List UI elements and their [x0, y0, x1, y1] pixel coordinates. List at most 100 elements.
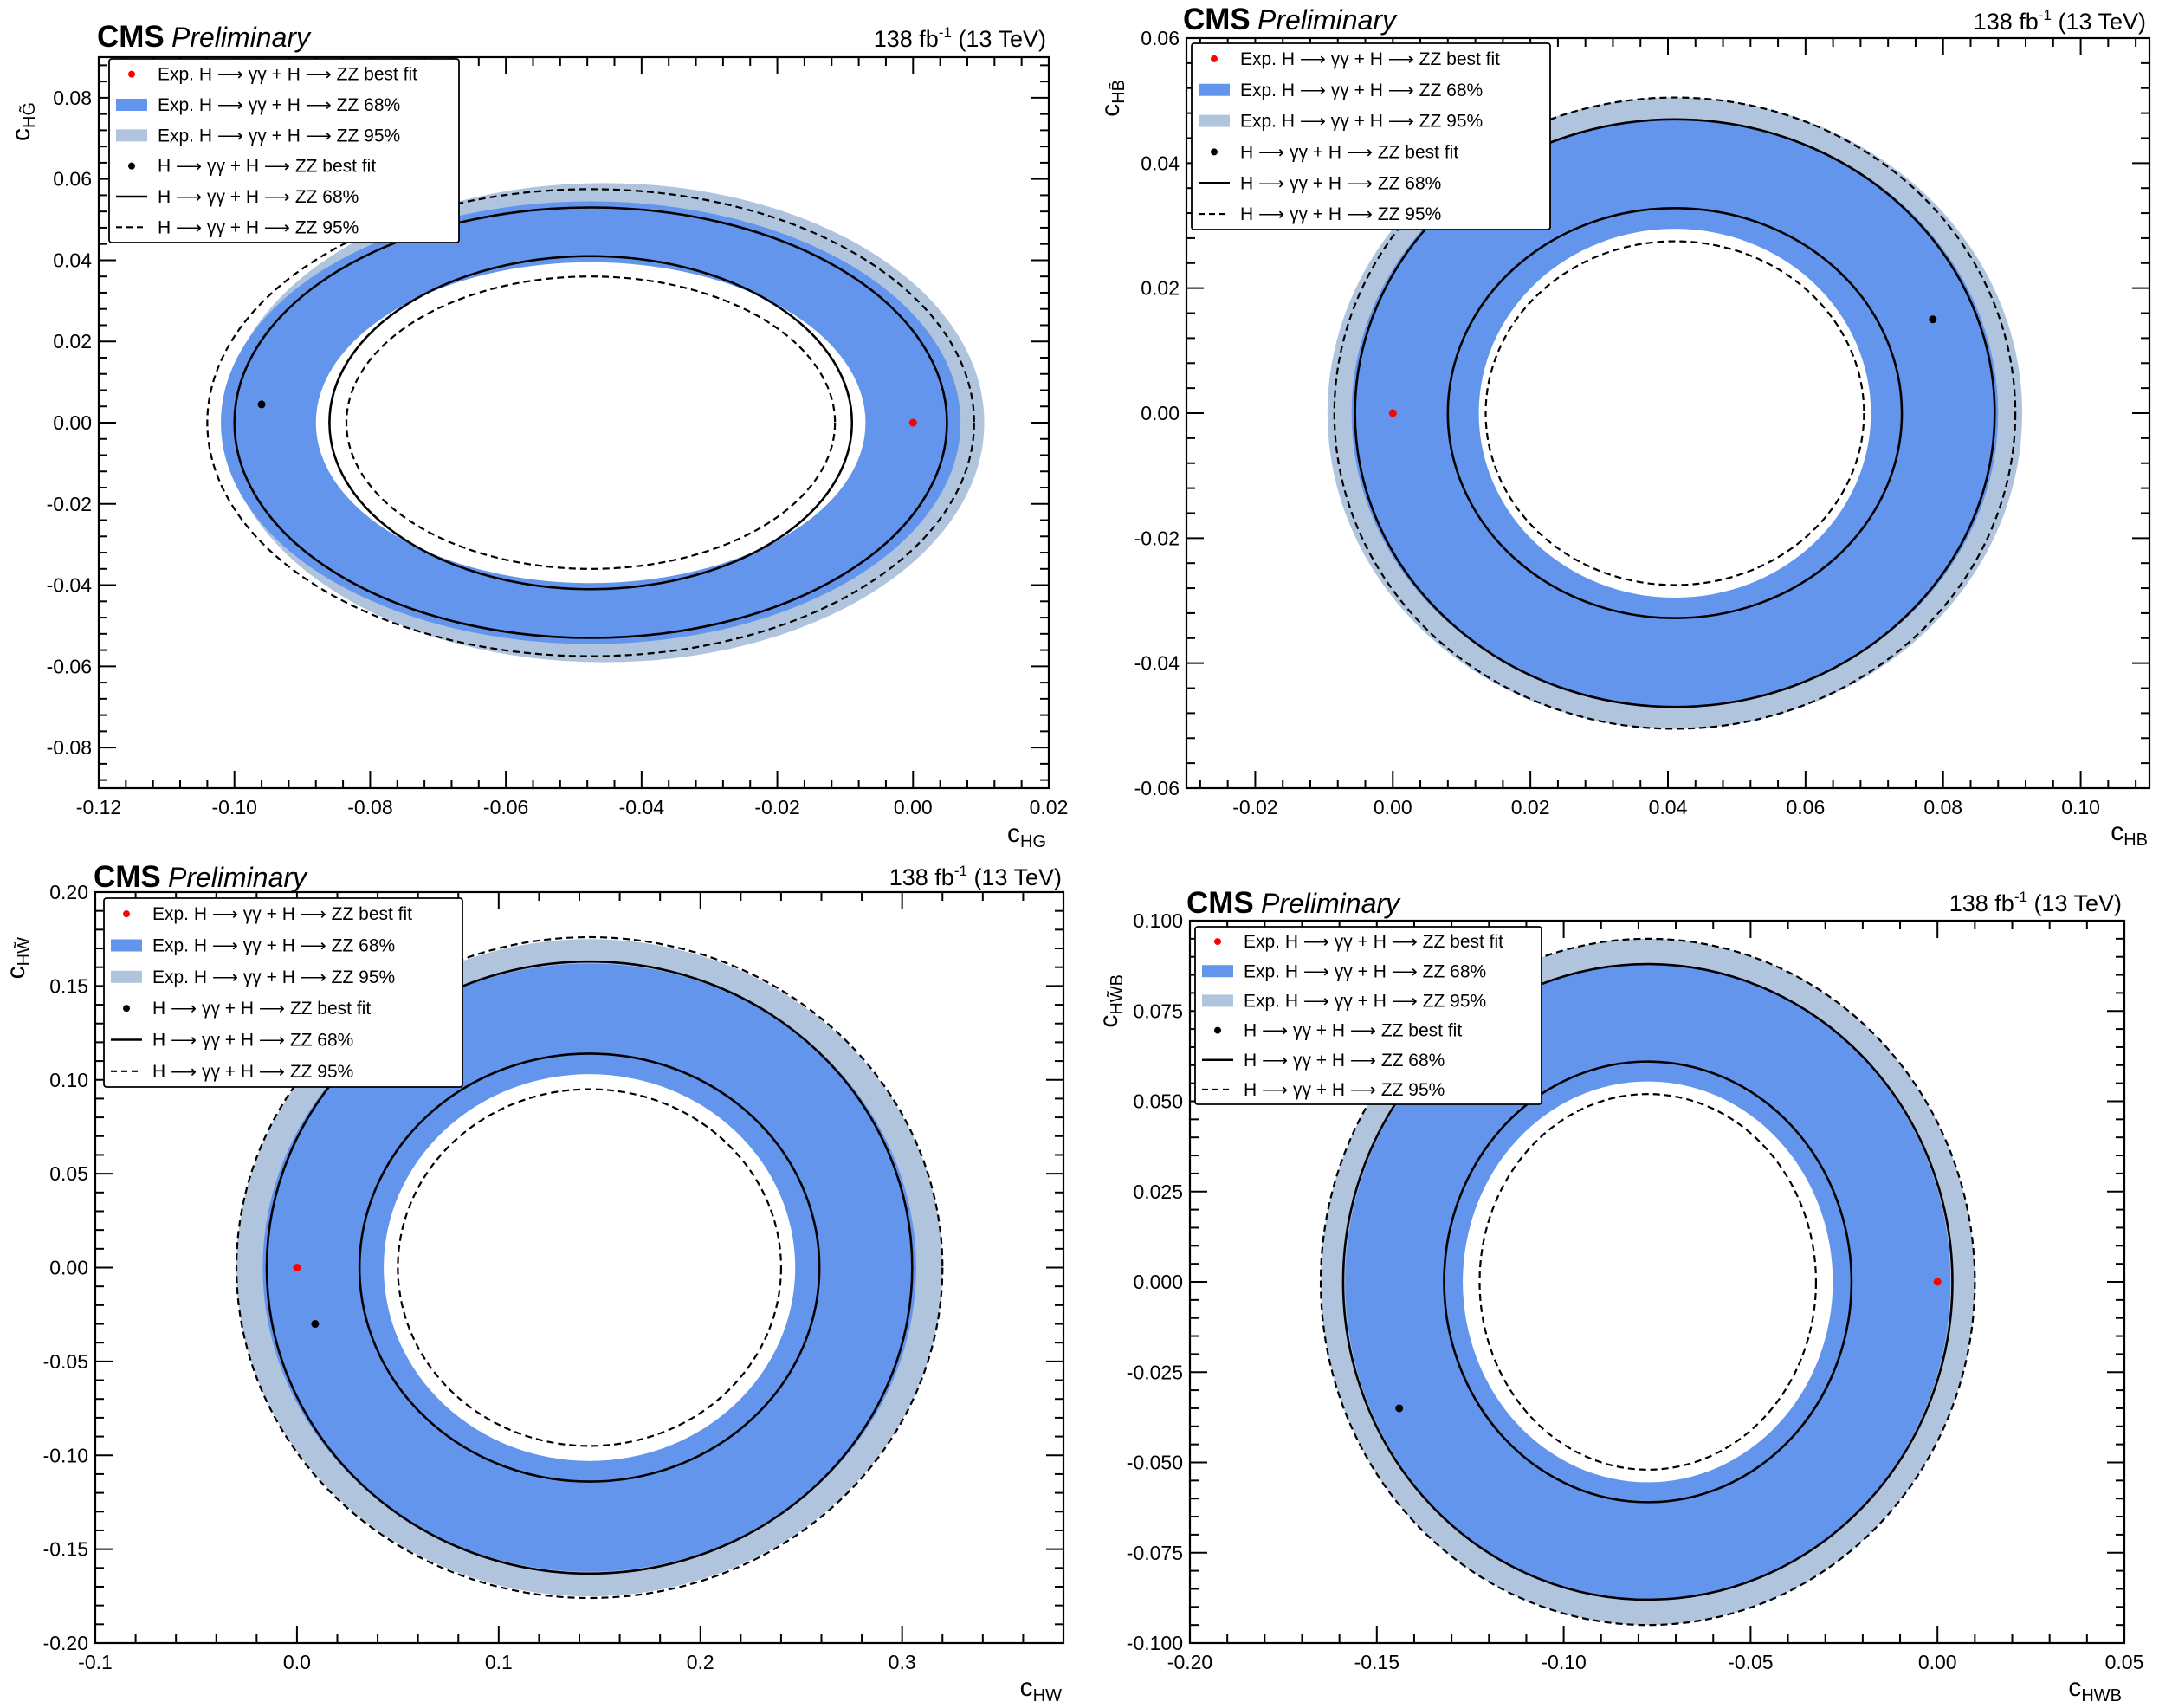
y-tick-label: 0.04	[1141, 152, 1180, 174]
y-tick-label: 0.000	[1133, 1271, 1183, 1293]
x-tick-label: -0.10	[211, 796, 256, 818]
cms-header: CMS Preliminary 138 fb-1 (13 TeV)	[97, 20, 1046, 54]
y-tick-label: -0.075	[1127, 1542, 1183, 1564]
panel-4: -0.20 -0.15 -0.10 -0.05 0.00 0.05 -0.100 -0.075…	[1095, 886, 2143, 1705]
legend-item: H ⟶ γγ + H ⟶ ZZ 95%	[1202, 1080, 1445, 1100]
y-tick-label: -0.20	[43, 1632, 88, 1654]
legend-item: Exp. H ⟶ γγ + H ⟶ ZZ best fit	[128, 65, 417, 85]
y-tick-label: -0.02	[47, 493, 92, 515]
x-tick-label: 0.2	[687, 1651, 714, 1673]
obs-95-outer-contour	[235, 935, 944, 1600]
y-tick-label: -0.100	[1127, 1632, 1183, 1654]
panel-2: -0.02 0.00 0.02 0.04 0.06 0.08 0.10 -0.06 -0.04 -…	[1096, 3, 2151, 850]
legend-item: H ⟶ γγ + H ⟶ ZZ 68%	[111, 1031, 353, 1051]
x-tick-label: 0.0	[283, 1651, 311, 1673]
cms-header: CMS Preliminary 138 fb-1 (13 TeV)	[94, 860, 1062, 894]
x-tick-label: 0.05	[2105, 1651, 2144, 1673]
y-tick-label: -0.04	[1134, 652, 1180, 675]
legend-label: Exp. H ⟶ γγ + H ⟶ ZZ best fit	[152, 904, 412, 924]
y-tick-label: -0.08	[47, 736, 92, 759]
x-tick-label: 0.00	[1374, 796, 1412, 818]
y-tick-label: 0.20	[49, 881, 88, 903]
legend-label: Exp. H ⟶ γγ + H ⟶ ZZ 95%	[152, 967, 395, 987]
y-axis-label: cHB̃	[1096, 80, 1128, 117]
luminosity-label: 138 fb-1 (13 TeV)	[889, 863, 1062, 890]
legend-label: Exp. H ⟶ γγ + H ⟶ ZZ 68%	[152, 936, 395, 956]
x-tick-label: -0.05	[1728, 1651, 1773, 1673]
legend-swatch-exp-95	[1199, 114, 1230, 127]
obs-95-outer-contour	[1333, 96, 2017, 730]
y-tick-label: -0.050	[1127, 1452, 1183, 1474]
legend-swatch-exp-best-fit	[1211, 55, 1218, 62]
y-tick-label: -0.06	[1134, 777, 1180, 799]
legend-box	[108, 58, 460, 243]
x-axis-label-subscript: HW	[1033, 1686, 1062, 1705]
y-tick-label: -0.04	[47, 574, 93, 597]
legend-swatch-obs-best-fit	[123, 1005, 130, 1013]
plot-area	[1327, 96, 2023, 730]
legend-label: H ⟶ γγ + H ⟶ ZZ 68%	[152, 1031, 353, 1051]
obs-95-inner-contour	[397, 1088, 783, 1447]
x-tick-label: 0.3	[889, 1651, 916, 1673]
legend-box	[1191, 42, 1551, 230]
obs-95-outer-contour	[1319, 937, 1976, 1627]
status-label: Preliminary	[1257, 4, 1398, 36]
x-tick-label: 0.00	[1918, 1651, 1957, 1673]
x-tick-label: -0.08	[347, 796, 392, 818]
legend-label: H ⟶ γγ + H ⟶ ZZ best fit	[1244, 1021, 1462, 1041]
y-axis-label: cHG̃	[7, 102, 39, 141]
plot-area	[1319, 937, 1976, 1627]
y-tick-label: 0.00	[49, 1257, 88, 1279]
x-tick-label: 0.10	[2061, 796, 2100, 818]
legend-swatch-exp-95	[1202, 994, 1233, 1007]
legend-label: H ⟶ γγ + H ⟶ ZZ 95%	[158, 217, 359, 237]
x-tick-label: 0.02	[1030, 796, 1069, 818]
legend-label: H ⟶ γγ + H ⟶ ZZ 68%	[1240, 173, 1441, 193]
legend-label: H ⟶ γγ + H ⟶ ZZ 68%	[1244, 1051, 1445, 1071]
x-tick-label: -0.02	[754, 796, 799, 818]
legend-label: H ⟶ γγ + H ⟶ ZZ 68%	[158, 187, 359, 207]
obs-68-inner-contour	[1443, 1060, 1853, 1504]
y-tick-label: 0.04	[53, 249, 92, 271]
x-tick-label: -0.15	[1354, 1651, 1399, 1673]
experiment-label: CMS	[1186, 886, 1254, 920]
legend-item: Exp. H ⟶ γγ + H ⟶ ZZ 68%	[111, 936, 395, 956]
obs-68-inner-contour	[328, 255, 854, 591]
legend-label: Exp. H ⟶ γγ + H ⟶ ZZ 95%	[1244, 991, 1486, 1011]
panel-3: -0.1 0.0 0.1 0.2 0.3 -0.20 -0.15 -0.10 -0.05 0.00…	[2, 860, 1065, 1705]
legend-label: H ⟶ γγ + H ⟶ ZZ best fit	[152, 999, 371, 1019]
y-axis-label-subscript: HG̃	[19, 102, 39, 128]
obs-best-fit-point	[1395, 1404, 1404, 1413]
legend-label: Exp. H ⟶ γγ + H ⟶ ZZ 68%	[158, 95, 400, 115]
legend-box	[103, 897, 463, 1088]
legend-label: Exp. H ⟶ γγ + H ⟶ ZZ 68%	[1244, 961, 1486, 981]
y-axis-label: cHW̃	[2, 937, 34, 979]
cms-header: CMS Preliminary 138 fb-1 (13 TeV)	[1183, 3, 2146, 36]
ticks	[1189, 920, 2125, 1644]
y-tick-label: -0.10	[43, 1444, 88, 1466]
legend-swatch-exp-95	[111, 970, 142, 983]
y-tick-label: 0.06	[53, 168, 92, 191]
legend-label: H ⟶ γγ + H ⟶ ZZ best fit	[1240, 142, 1458, 162]
y-tick-label: -0.15	[43, 1538, 88, 1561]
y-tick-label: -0.05	[43, 1350, 88, 1373]
status-label: Preliminary	[1261, 888, 1401, 919]
legend-item: H ⟶ γγ + H ⟶ ZZ best fit	[128, 157, 376, 177]
legend: Exp. H ⟶ γγ + H ⟶ ZZ best fit Exp. H ⟶ γγ…	[108, 58, 460, 243]
exp-best-fit-point	[1933, 1278, 1942, 1286]
legend-swatch-exp-68	[1199, 83, 1230, 96]
legend-swatch-exp-best-fit	[123, 910, 130, 918]
y-tick-label: 0.02	[53, 330, 92, 353]
obs-68-outer-contour	[1354, 118, 1996, 708]
legend-swatch-exp-68	[116, 99, 147, 111]
x-tick-label: 0.06	[1786, 796, 1825, 818]
legend-swatch-exp-best-fit	[128, 70, 135, 78]
obs-68-outer-contour	[265, 960, 914, 1575]
y-tick-label: 0.02	[1141, 277, 1180, 300]
experiment-label: CMS	[1183, 3, 1251, 36]
exp-68-band	[1351, 119, 1999, 708]
x-tick-label: 0.08	[1923, 796, 1962, 818]
plot-area	[235, 935, 944, 1600]
legend-label: H ⟶ γγ + H ⟶ ZZ 95%	[1244, 1080, 1445, 1100]
